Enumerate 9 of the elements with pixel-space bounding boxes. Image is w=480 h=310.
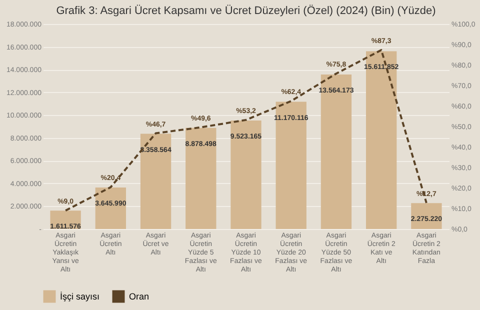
bar — [140, 134, 172, 229]
chart-title: Grafik 3: Asgari Ücret Kapsamı ve Ücret Düzeyleri (Özel) (2024) (Bin) (Yüzde) — [56, 4, 436, 17]
bar — [186, 128, 216, 229]
bar — [276, 102, 306, 229]
legend-label: Oran — [129, 292, 150, 302]
legend-label: İşçi sayısı — [60, 292, 100, 302]
bar — [320, 74, 352, 229]
bar — [230, 120, 262, 229]
bar — [366, 51, 397, 229]
